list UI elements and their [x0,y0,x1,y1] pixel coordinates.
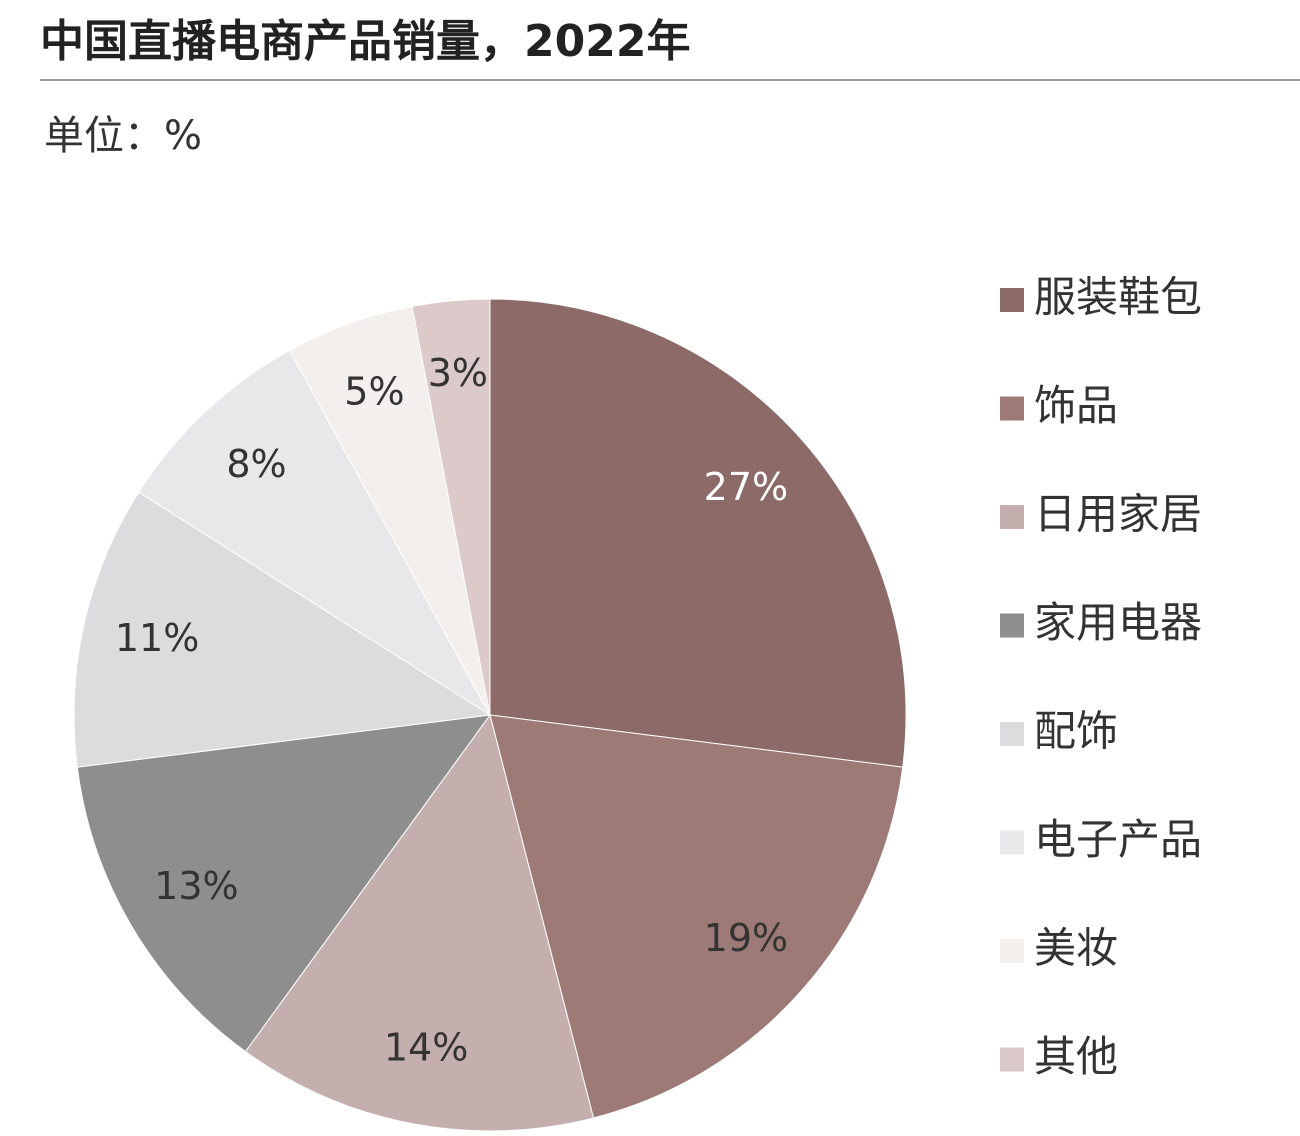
legend-swatch [1000,722,1024,746]
legend-swatch [1000,939,1024,963]
legend-label: 家用电器 [1034,598,1202,647]
value-label: 3% [428,351,488,395]
chart-subtitle: 单位：% [44,113,202,159]
legend-label: 服装鞋包 [1034,273,1202,322]
pie-slice [489,714,904,1119]
pie-slice [73,491,492,768]
legend-label: 美妆 [1034,924,1118,973]
pie-slice [76,714,492,1053]
legend-swatch [1000,505,1024,529]
value-label: 11% [115,616,199,660]
pie-slice [138,349,491,716]
legend-swatch [1000,1047,1024,1072]
pie-slice [244,713,595,1132]
legend-label: 电子产品 [1034,815,1202,864]
legend-swatch [1000,288,1024,312]
legend-label: 其他 [1034,1032,1118,1081]
value-label: 8% [226,442,286,486]
value-label: 5% [344,370,404,414]
chart-title: 中国直播电商产品销量，2022年 [40,16,690,67]
legend-swatch [1000,830,1024,855]
value-label: 14% [384,1026,468,1070]
legend-label: 日用家居 [1034,490,1202,539]
value-label: 27% [704,465,788,509]
legend-swatch [1000,613,1024,638]
value-label: 19% [704,916,788,960]
legend-label: 饰品 [1034,381,1118,430]
value-label: 13% [154,864,238,908]
legend-label: 配饰 [1034,707,1118,756]
pie-slice [411,298,491,716]
pie-slice [489,298,907,768]
legend-swatch [1000,396,1024,421]
